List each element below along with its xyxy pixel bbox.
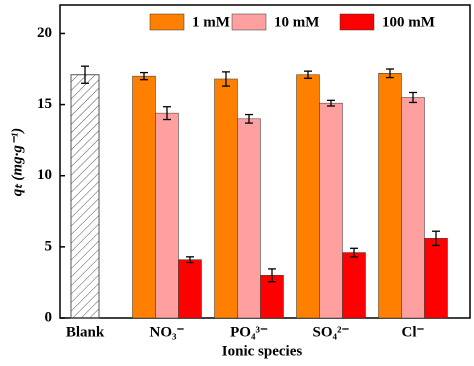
x-tick-label: Blank [66,324,105,340]
x-axis-label: Ionic species [222,343,303,359]
bar [214,78,238,319]
y-tick-label: 15 [37,96,52,112]
bar [378,73,402,319]
bar [319,102,343,319]
legend-swatch [231,13,267,31]
bar [424,238,448,319]
x-tick-label: SO₄²⁻ [313,324,350,340]
error-bar [386,68,394,79]
bar [70,74,100,319]
error-bar [163,106,171,121]
bar [237,118,261,319]
error-bar [350,247,358,258]
legend-label: 1 mM [192,14,230,30]
y-tick-label: 10 [37,167,52,183]
x-tick-label: Cl⁻ [402,324,425,340]
bar [132,75,156,319]
y-axis-label: qₜ (mg·g⁻¹) [9,128,25,197]
error-bar [245,113,253,124]
error-bar [140,71,148,81]
error-bar [304,70,312,79]
legend-label: 10 mM [274,14,319,30]
legend-swatch [339,13,375,31]
error-bar [409,91,417,104]
error-bar [432,230,440,247]
x-tick-label: PO₄³⁻ [230,324,268,340]
y-tick-label: 5 [45,238,53,254]
error-bar [222,71,230,87]
bar [155,112,179,319]
bar [401,97,425,319]
error-bar [327,99,335,107]
x-tick-label: NO₃⁻ [150,324,185,340]
y-tick-label: 0 [45,309,53,325]
bar [296,74,320,319]
legend-label: 100 mM [382,14,435,30]
error-bar [81,65,89,84]
error-bar [268,268,276,283]
legend-swatch [149,13,185,31]
error-bar [186,256,194,264]
bar [342,252,366,319]
bar [178,259,202,319]
y-tick-label: 20 [37,25,52,41]
